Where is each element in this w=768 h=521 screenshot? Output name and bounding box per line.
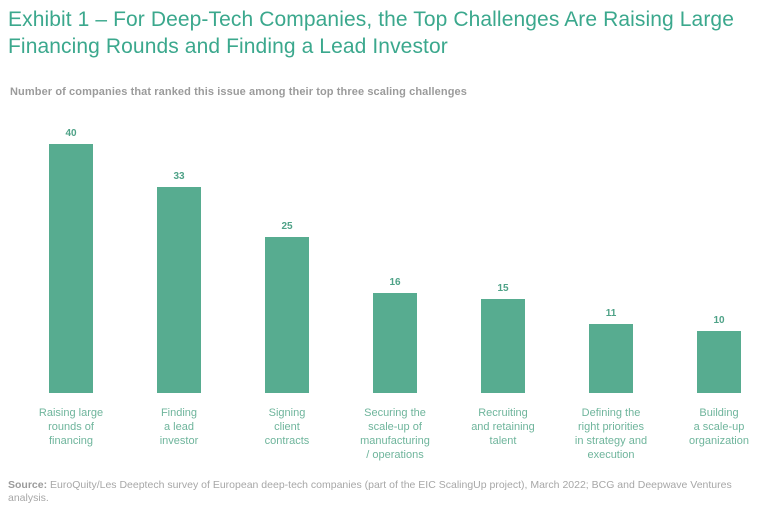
bar-category-label: Building a scale-up organization — [689, 407, 749, 447]
bar-area: 15 — [481, 128, 525, 393]
bar-area: 10 — [697, 128, 741, 393]
bar-value-label: 10 — [713, 314, 725, 326]
bar-value-label: 15 — [497, 283, 509, 295]
bar-category-label: Signing client contracts — [264, 407, 310, 447]
bar — [697, 330, 741, 393]
bar-category-label: Recruiting and retaining talent — [471, 407, 535, 447]
exhibit-title: Exhibit 1 – For Deep-Tech Companies, the… — [8, 8, 734, 58]
bar-category-label: Securing the scale-up of manufacturing /… — [360, 407, 430, 461]
bar-column: 11 Defining the right priorities in strat… — [557, 128, 665, 462]
bar-area: 25 — [265, 128, 309, 393]
bar-chart: 40 Raising large rounds of financing 33 Fin… — [17, 128, 768, 462]
bar — [157, 186, 201, 393]
bar-area: 11 — [589, 128, 633, 393]
bar-value-label: 33 — [173, 170, 185, 182]
bar-column: 10 Building a scale-up organization — [665, 128, 768, 462]
bar-column: 15 Recruiting and retaining talent — [449, 128, 557, 462]
bar-area: 16 — [373, 128, 417, 393]
bar — [265, 236, 309, 393]
source-text: EuroQuity/Les Deeptech survey of Europea… — [8, 479, 732, 504]
bar-value-label: 40 — [65, 128, 77, 139]
bar — [589, 324, 633, 393]
bar-column: 40 Raising large rounds of financing — [17, 128, 125, 462]
bar-value-label: 11 — [605, 308, 617, 320]
bar-column: 33 Finding a lead investor — [125, 128, 233, 462]
bar — [481, 299, 525, 393]
bar-value-label: 16 — [389, 277, 401, 288]
bar — [373, 293, 417, 393]
bar-column: 16 Securing the scale-up of manufacturing… — [341, 128, 449, 462]
bar-area: 33 — [157, 128, 201, 393]
bar-category-label: Raising large rounds of financing — [38, 407, 104, 447]
source-label: Source: — [8, 479, 48, 491]
bar-column: 25 Signing client contracts — [233, 128, 341, 462]
bar — [49, 144, 93, 393]
bar-category-label: Defining the right priorities in strateg… — [574, 407, 648, 461]
bar-category-label: Finding a lead investor — [159, 407, 199, 447]
chart-subtitle: Number of companies that ranked this iss… — [10, 86, 467, 98]
bar-value-label: 25 — [281, 220, 293, 232]
source-note: Source: EuroQuity/Les Deeptech survey of… — [8, 479, 762, 505]
bar-area: 40 — [49, 128, 93, 393]
